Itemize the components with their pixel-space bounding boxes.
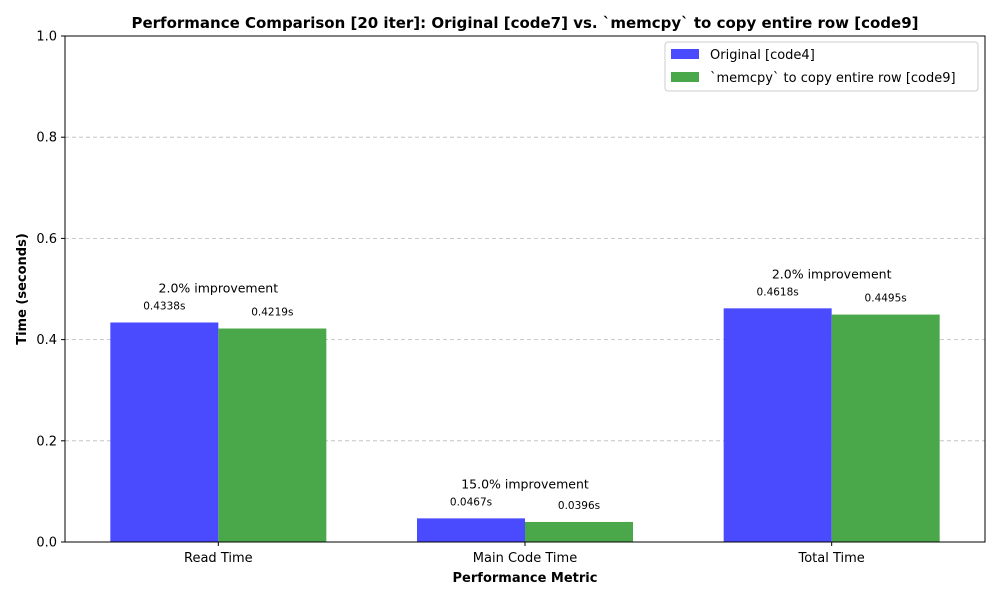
improvement-label: 2.0% improvement — [159, 280, 279, 295]
x-axis-title: Performance Metric — [453, 571, 598, 586]
legend-swatch-memcpy — [671, 72, 699, 82]
bar-value-label: 0.4495s — [865, 293, 907, 305]
legend: Original [code4] `memcpy` to copy entire… — [664, 41, 979, 92]
bar-value-label: 0.4219s — [251, 307, 293, 319]
y-tick-label: 0.8 — [36, 131, 57, 146]
y-tick-label: 0.2 — [36, 434, 57, 449]
y-tick-label: 0.4 — [36, 333, 57, 348]
x-tick-label: Read Time — [184, 551, 253, 566]
legend-swatch-original — [671, 49, 699, 59]
y-axis: 0.0 0.2 0.4 0.6 0.8 1.0 — [36, 30, 65, 551]
bar-value-label: 0.0396s — [558, 500, 600, 512]
chart-title: Performance Comparison [20 iter]: Origin… — [131, 14, 918, 32]
y-tick-label: 0.6 — [36, 232, 57, 247]
improvement-label: 2.0% improvement — [772, 266, 892, 281]
y-axis-title: Time (seconds) — [15, 233, 30, 345]
x-tick-label: Main Code Time — [473, 551, 577, 566]
bar-memcpy — [831, 314, 940, 542]
bar-value-label: 0.4338s — [143, 300, 185, 312]
bar-original — [723, 308, 832, 542]
bar-memcpy — [218, 328, 327, 542]
legend-label-original: Original [code4] — [710, 48, 815, 63]
improvement-label: 15.0% improvement — [461, 476, 589, 491]
legend-label-memcpy: `memcpy` to copy entire row [code9] — [710, 71, 956, 86]
bar-memcpy — [525, 521, 633, 542]
y-tick-label: 0.0 — [36, 536, 57, 551]
bar-value-label: 0.4618s — [757, 286, 799, 298]
x-axis: Read Time Main Code Time Total Time — [184, 542, 865, 566]
y-tick-label: 1.0 — [36, 30, 57, 45]
x-tick-label: Total Time — [798, 551, 865, 566]
bar-value-label: 0.0467s — [450, 496, 492, 508]
bar-original — [417, 518, 525, 542]
bar-labels: 0.4338s 0.4219s 2.0% improvement 0.0467s 0.0… — [143, 266, 907, 512]
legend-frame — [664, 41, 979, 92]
bars — [110, 308, 940, 542]
bar-original — [110, 322, 219, 542]
